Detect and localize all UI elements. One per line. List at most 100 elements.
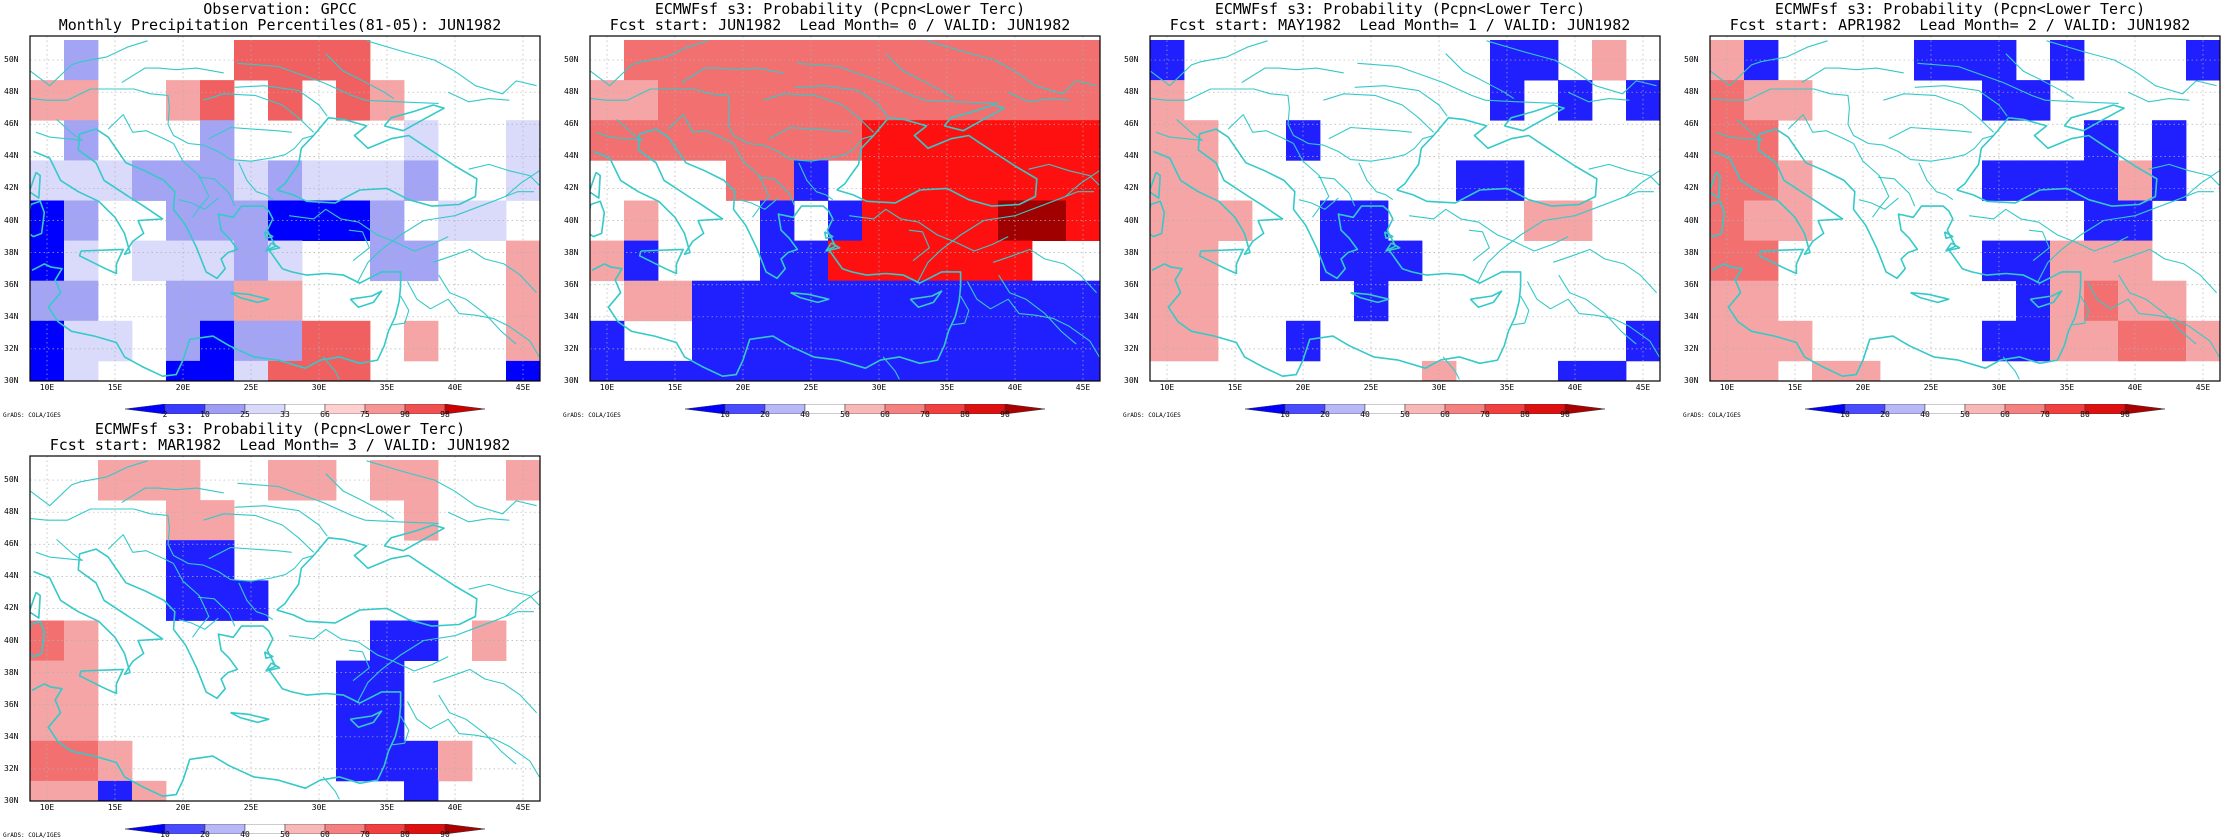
colorbar-label: 33 [280, 410, 290, 419]
grid-cell [1066, 280, 1100, 322]
colorbar [1804, 399, 2166, 415]
grid-cell [862, 320, 897, 362]
lat-tick-label: 30N [4, 376, 19, 385]
grid-cell [794, 360, 829, 381]
colorbar-label: 2 [162, 410, 168, 419]
river-boundary-line [590, 88, 874, 162]
grid-cell [98, 320, 133, 362]
grid-cell [1032, 120, 1067, 161]
lon-tick-label: 35E [2059, 383, 2075, 392]
grid-cell [828, 80, 863, 121]
coastline [1758, 248, 1804, 275]
coastline [1098, 148, 1100, 151]
river-boundary-line [1710, 88, 1994, 162]
grid-cell [692, 280, 727, 322]
river-boundary-line [1150, 40, 1268, 87]
colorbar-segment [1524, 403, 1566, 415]
river-boundary-line [322, 356, 340, 380]
grid-cell [540, 540, 574, 581]
grid-cell [2016, 320, 2051, 362]
coastline [1945, 242, 1961, 252]
colorbar-segment [964, 403, 1006, 415]
lon-tick-label: 15E [1227, 383, 1243, 392]
coastline [2063, 104, 2125, 132]
river-boundary-line [993, 248, 1098, 294]
map-frame [29, 455, 541, 802]
grid-cell [64, 620, 99, 661]
colorbar-segment [2124, 403, 2166, 415]
lat-tick-label: 42N [4, 603, 19, 613]
colorbar-segment [1324, 403, 1366, 415]
grid-cell [166, 240, 201, 282]
colorbar-label: 40 [800, 410, 810, 419]
river-boundary-line [681, 67, 784, 83]
coastline [1150, 200, 1166, 238]
river-boundary-line [1710, 40, 1828, 87]
grid-cell [404, 620, 439, 661]
colorbar-label: 50 [1960, 410, 1970, 419]
grid-cell [2016, 160, 2051, 201]
colorbar-label: 70 [2040, 410, 2050, 419]
grid-cell [30, 320, 65, 362]
lon-tick-label: 30E [1431, 383, 1447, 392]
colorbar-label: 50 [840, 410, 850, 419]
grid-cell [132, 160, 167, 201]
coastline [349, 710, 383, 729]
panel-title: ECMWFsf s3: Probability (Pcpn<Lower Terc… [94, 420, 466, 438]
river-boundary-line [121, 67, 224, 83]
grid-cell [624, 360, 659, 381]
lon-tick-label: 25E [243, 803, 259, 812]
river-boundary-line [1858, 197, 1899, 210]
grid-cell [200, 320, 235, 362]
river-boundary-line [197, 596, 236, 627]
grid-cell [30, 780, 65, 801]
grid-cell [64, 320, 99, 362]
colorbar-label: 66 [320, 410, 330, 419]
river-boundary-line [738, 197, 779, 210]
lat-tick-label: 46N [564, 119, 579, 129]
colorbar-segment [284, 823, 326, 835]
coastline [30, 620, 46, 658]
colorbar-segment [244, 823, 286, 835]
coastline [836, 117, 1038, 207]
grid-cell [506, 360, 540, 381]
colorbar-segment [1804, 403, 1846, 415]
grid-cell [964, 120, 999, 161]
precip-map [29, 35, 541, 382]
river-boundary-line [926, 40, 1097, 95]
colorbar-label: 20 [200, 830, 210, 839]
lat-tick-label: 32N [1124, 343, 1139, 353]
grid-cell [64, 160, 99, 201]
grid-cell [624, 280, 659, 322]
coastline [1385, 242, 1401, 252]
grid-cell [166, 280, 201, 322]
lon-tick-label: 40E [447, 803, 463, 812]
colorbar-segment [404, 823, 446, 835]
river-boundary-line [468, 583, 540, 606]
grid-cell [2152, 120, 2187, 161]
colorbar-segment [284, 403, 326, 415]
river-boundary-line [667, 114, 734, 144]
precip-map [1709, 35, 2221, 382]
colorbar-segment [1924, 403, 1966, 415]
colorbar-segment [404, 403, 446, 415]
river-boundary-line [1442, 356, 1460, 380]
colorbar-segment [1244, 403, 1286, 415]
grid-cell [1150, 320, 1185, 362]
river-boundary-line [1801, 67, 1904, 83]
river-boundary-line [433, 248, 538, 294]
colorbar-segment [324, 823, 366, 835]
coastline [638, 248, 684, 275]
lat-tick-label: 34N [564, 311, 579, 321]
lon-tick-label: 30E [1991, 383, 2007, 392]
coastline [1469, 290, 1503, 309]
river-boundary-line [1293, 143, 1330, 218]
grid-cell [624, 240, 659, 282]
lat-tick-label: 44N [1684, 151, 1699, 161]
colorbar-label: 40 [1360, 410, 1370, 419]
grid-cell [64, 40, 99, 81]
river-boundary-line [208, 126, 292, 140]
grid-cell [2084, 200, 2119, 241]
lon-tick-label: 25E [803, 383, 819, 392]
lat-tick-label: 38N [564, 247, 579, 257]
